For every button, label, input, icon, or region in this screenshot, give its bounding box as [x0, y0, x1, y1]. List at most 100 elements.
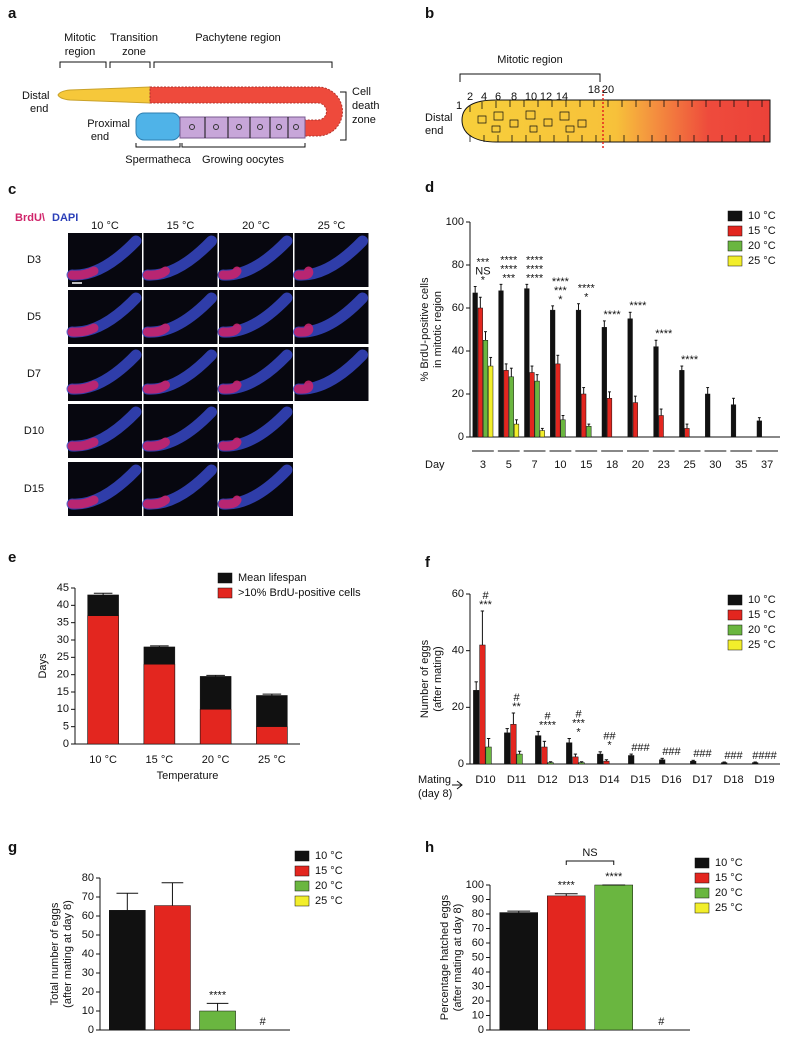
- y-tick-label: 20: [57, 669, 69, 681]
- bar: [730, 404, 737, 438]
- panel-label: d: [425, 179, 434, 196]
- y-axis-label: Number of eggs: [419, 639, 431, 718]
- bar: [472, 292, 478, 438]
- bracket: [340, 91, 347, 141]
- annotation-arrow: [452, 780, 463, 790]
- bar: [566, 742, 573, 765]
- x-tick-label: 7: [532, 459, 538, 471]
- legend-label: 10 °C: [315, 850, 343, 862]
- bar: [597, 753, 604, 765]
- bar: [547, 895, 586, 1031]
- row-label: D10: [24, 425, 44, 437]
- bar: [504, 732, 511, 765]
- spermatheca: [135, 112, 181, 141]
- bar: [578, 762, 585, 765]
- y-tick-label: 80: [82, 872, 94, 884]
- y-tick-label: 0: [63, 738, 69, 750]
- y-tick-label: 100: [466, 879, 484, 891]
- legend-label: 25 °C: [748, 639, 776, 651]
- significance: *: [607, 740, 612, 752]
- legend-label: >10% BrdU-positive cells: [238, 587, 361, 599]
- legend-label: 10 °C: [748, 594, 776, 606]
- y-axis-label: Days: [37, 653, 49, 679]
- legend-label: 25 °C: [748, 255, 776, 267]
- bar: [510, 724, 517, 765]
- significance: ##: [603, 731, 616, 743]
- legend-label: 20 °C: [748, 624, 776, 636]
- y-axis-label: (after mating at day 8): [62, 900, 74, 1008]
- column-label: 15 °C: [167, 220, 195, 232]
- significance: ***: [479, 599, 493, 611]
- bar: [498, 290, 504, 438]
- significance: ****: [605, 871, 623, 883]
- label: Pachytene region: [195, 32, 281, 44]
- pachytene-zone: [149, 86, 343, 137]
- legend-label: Mean lifespan: [238, 572, 307, 584]
- y-tick-label: 20: [452, 388, 464, 400]
- significance: #: [260, 1016, 267, 1028]
- label: Distal: [425, 112, 453, 124]
- cell-row: 6: [495, 91, 501, 103]
- bar: [632, 402, 638, 438]
- significance: ****: [578, 283, 596, 295]
- x-tick-label: 15: [580, 459, 592, 471]
- bracket: [59, 61, 333, 68]
- chart-f: f 0 20 40 60 Number of eggs (after mating) D10 *…: [418, 554, 780, 800]
- germline-brdu: [294, 323, 314, 337]
- legend-label: 20 °C: [748, 240, 776, 252]
- bar: [572, 756, 579, 765]
- legend-swatch: [294, 865, 310, 877]
- bar: [199, 709, 232, 745]
- significance: ***: [502, 272, 516, 284]
- row-label: D3: [27, 254, 41, 266]
- legend-label: 20 °C: [715, 887, 743, 899]
- x-tick-label: D16: [661, 774, 681, 786]
- y-tick-label: 50: [82, 929, 94, 941]
- x-tick-label: 20: [632, 459, 644, 471]
- x-tick-label: D18: [723, 774, 743, 786]
- significance: ###: [693, 748, 712, 760]
- x-tick-label: 37: [761, 459, 773, 471]
- annotation: (day 8): [418, 788, 452, 800]
- significance: ****: [604, 309, 622, 321]
- significance: ****: [209, 989, 227, 1001]
- bar: [555, 363, 561, 438]
- significance: ####: [752, 750, 777, 762]
- chart-d: d 0 20 40 60 80 100 % BrdU-positive cells in mit…: [419, 179, 780, 471]
- y-tick-label: 60: [472, 937, 484, 949]
- y-tick-label: 0: [458, 758, 464, 770]
- germline-brdu: [218, 495, 242, 509]
- significance: ****: [526, 272, 544, 284]
- stain-label: DAPI: [52, 212, 78, 224]
- y-tick-label: 60: [452, 302, 464, 314]
- germline-brdu: [218, 323, 242, 337]
- column-label: 10 °C: [91, 220, 119, 232]
- bar: [658, 415, 664, 438]
- label: zone: [352, 114, 376, 126]
- cell-row: 10: [525, 91, 537, 103]
- legend-swatch: [294, 850, 310, 862]
- x-tick-label: 15 °C: [146, 754, 174, 766]
- bar: [482, 340, 489, 438]
- legend-label: 15 °C: [315, 865, 343, 877]
- label: Distal: [22, 90, 50, 102]
- germline-brdu: [143, 380, 170, 394]
- x-tick-label: 5: [506, 459, 512, 471]
- label: Proximal: [87, 118, 130, 130]
- germline-brdu: [67, 495, 99, 509]
- y-axis-label: in mitotic region: [432, 291, 444, 368]
- x-tick-label: D14: [599, 774, 619, 786]
- bar: [535, 735, 542, 765]
- significance: ***: [554, 285, 568, 297]
- label: end: [425, 125, 443, 137]
- cell-row: 14: [556, 91, 568, 103]
- y-tick-label: 20: [452, 701, 464, 713]
- x-tick-label: D11: [507, 774, 526, 786]
- bar: [601, 327, 607, 438]
- x-tick-label: 10 °C: [89, 754, 117, 766]
- legend-label: 15 °C: [748, 225, 776, 237]
- germline-brdu: [67, 437, 99, 451]
- x-tick-label: 23: [658, 459, 670, 471]
- label: Spermatheca: [125, 154, 191, 166]
